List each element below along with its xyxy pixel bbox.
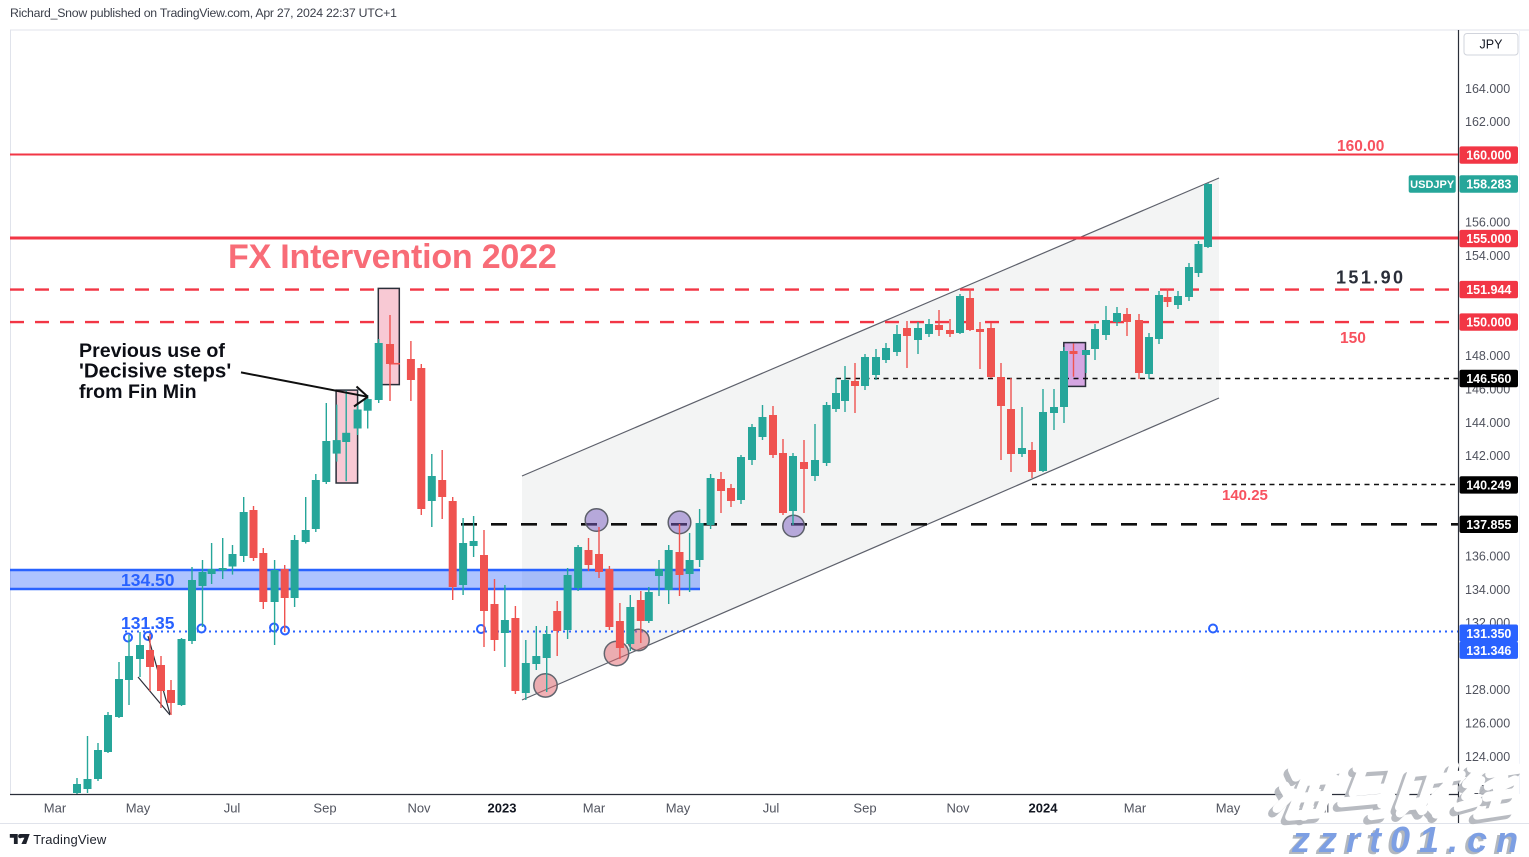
- svg-text:150.000: 150.000: [1466, 316, 1511, 330]
- svg-text:zzrt01.cn: zzrt01.cn: [1288, 821, 1524, 857]
- svg-text:124.000: 124.000: [1465, 750, 1510, 764]
- svg-text:Nov: Nov: [407, 801, 431, 816]
- svg-text:126.000: 126.000: [1465, 716, 1510, 730]
- svg-text:May: May: [1216, 801, 1241, 816]
- svg-text:2024: 2024: [1029, 801, 1059, 816]
- svg-text:162.000: 162.000: [1465, 115, 1510, 129]
- svg-text:FX Intervention 2022: FX Intervention 2022: [228, 238, 557, 276]
- svg-text:Mar: Mar: [44, 801, 67, 816]
- svg-text:May: May: [126, 801, 151, 816]
- svg-text:142.000: 142.000: [1465, 449, 1510, 463]
- svg-text:from Fin Min: from Fin Min: [79, 381, 197, 403]
- svg-text:128.000: 128.000: [1465, 683, 1510, 697]
- svg-text:Mar: Mar: [1124, 801, 1147, 816]
- svg-text:2023: 2023: [488, 801, 517, 816]
- svg-text:151.944: 151.944: [1466, 283, 1511, 297]
- svg-text:May: May: [666, 801, 691, 816]
- svg-text:USDJPY: USDJPY: [1410, 179, 1455, 191]
- svg-text:134.000: 134.000: [1465, 583, 1510, 597]
- svg-text:146.560: 146.560: [1466, 372, 1511, 386]
- svg-text:156.000: 156.000: [1465, 215, 1510, 229]
- svg-text:148.000: 148.000: [1465, 349, 1510, 363]
- svg-text:136.000: 136.000: [1465, 549, 1510, 563]
- svg-text:131.350: 131.350: [1466, 627, 1511, 641]
- svg-text:'Decisive steps': 'Decisive steps': [79, 360, 231, 383]
- svg-text:Jul: Jul: [224, 801, 241, 816]
- svg-text:Jul: Jul: [763, 801, 780, 816]
- svg-text:TradingView: TradingView: [33, 832, 107, 847]
- svg-text:131.35: 131.35: [121, 613, 175, 633]
- svg-text:150: 150: [1340, 330, 1366, 347]
- svg-text:160.000: 160.000: [1466, 149, 1511, 163]
- svg-text:151.90: 151.90: [1336, 268, 1405, 288]
- svg-text:158.283: 158.283: [1466, 178, 1511, 192]
- svg-text:Sep: Sep: [313, 801, 336, 816]
- svg-text:140.25: 140.25: [1222, 487, 1268, 504]
- svg-text:155.000: 155.000: [1466, 232, 1511, 246]
- svg-text:154.000: 154.000: [1465, 249, 1510, 263]
- svg-text:Mar: Mar: [583, 801, 606, 816]
- svg-text:Nov: Nov: [946, 801, 970, 816]
- svg-text:164.000: 164.000: [1465, 82, 1510, 96]
- svg-text:134.50: 134.50: [121, 570, 175, 590]
- svg-text:zzrt01.cn: zzrt01.cn: [1291, 819, 1527, 857]
- svg-text:Sep: Sep: [853, 801, 876, 816]
- svg-text:137.855: 137.855: [1466, 518, 1511, 532]
- svg-text:144.000: 144.000: [1465, 416, 1510, 430]
- svg-text:JPY: JPY: [1480, 38, 1504, 52]
- svg-text:160.00: 160.00: [1337, 138, 1384, 155]
- svg-text:131.346: 131.346: [1466, 644, 1511, 658]
- svg-text:140.249: 140.249: [1466, 479, 1511, 493]
- svg-text:Previous use of: Previous use of: [79, 340, 225, 362]
